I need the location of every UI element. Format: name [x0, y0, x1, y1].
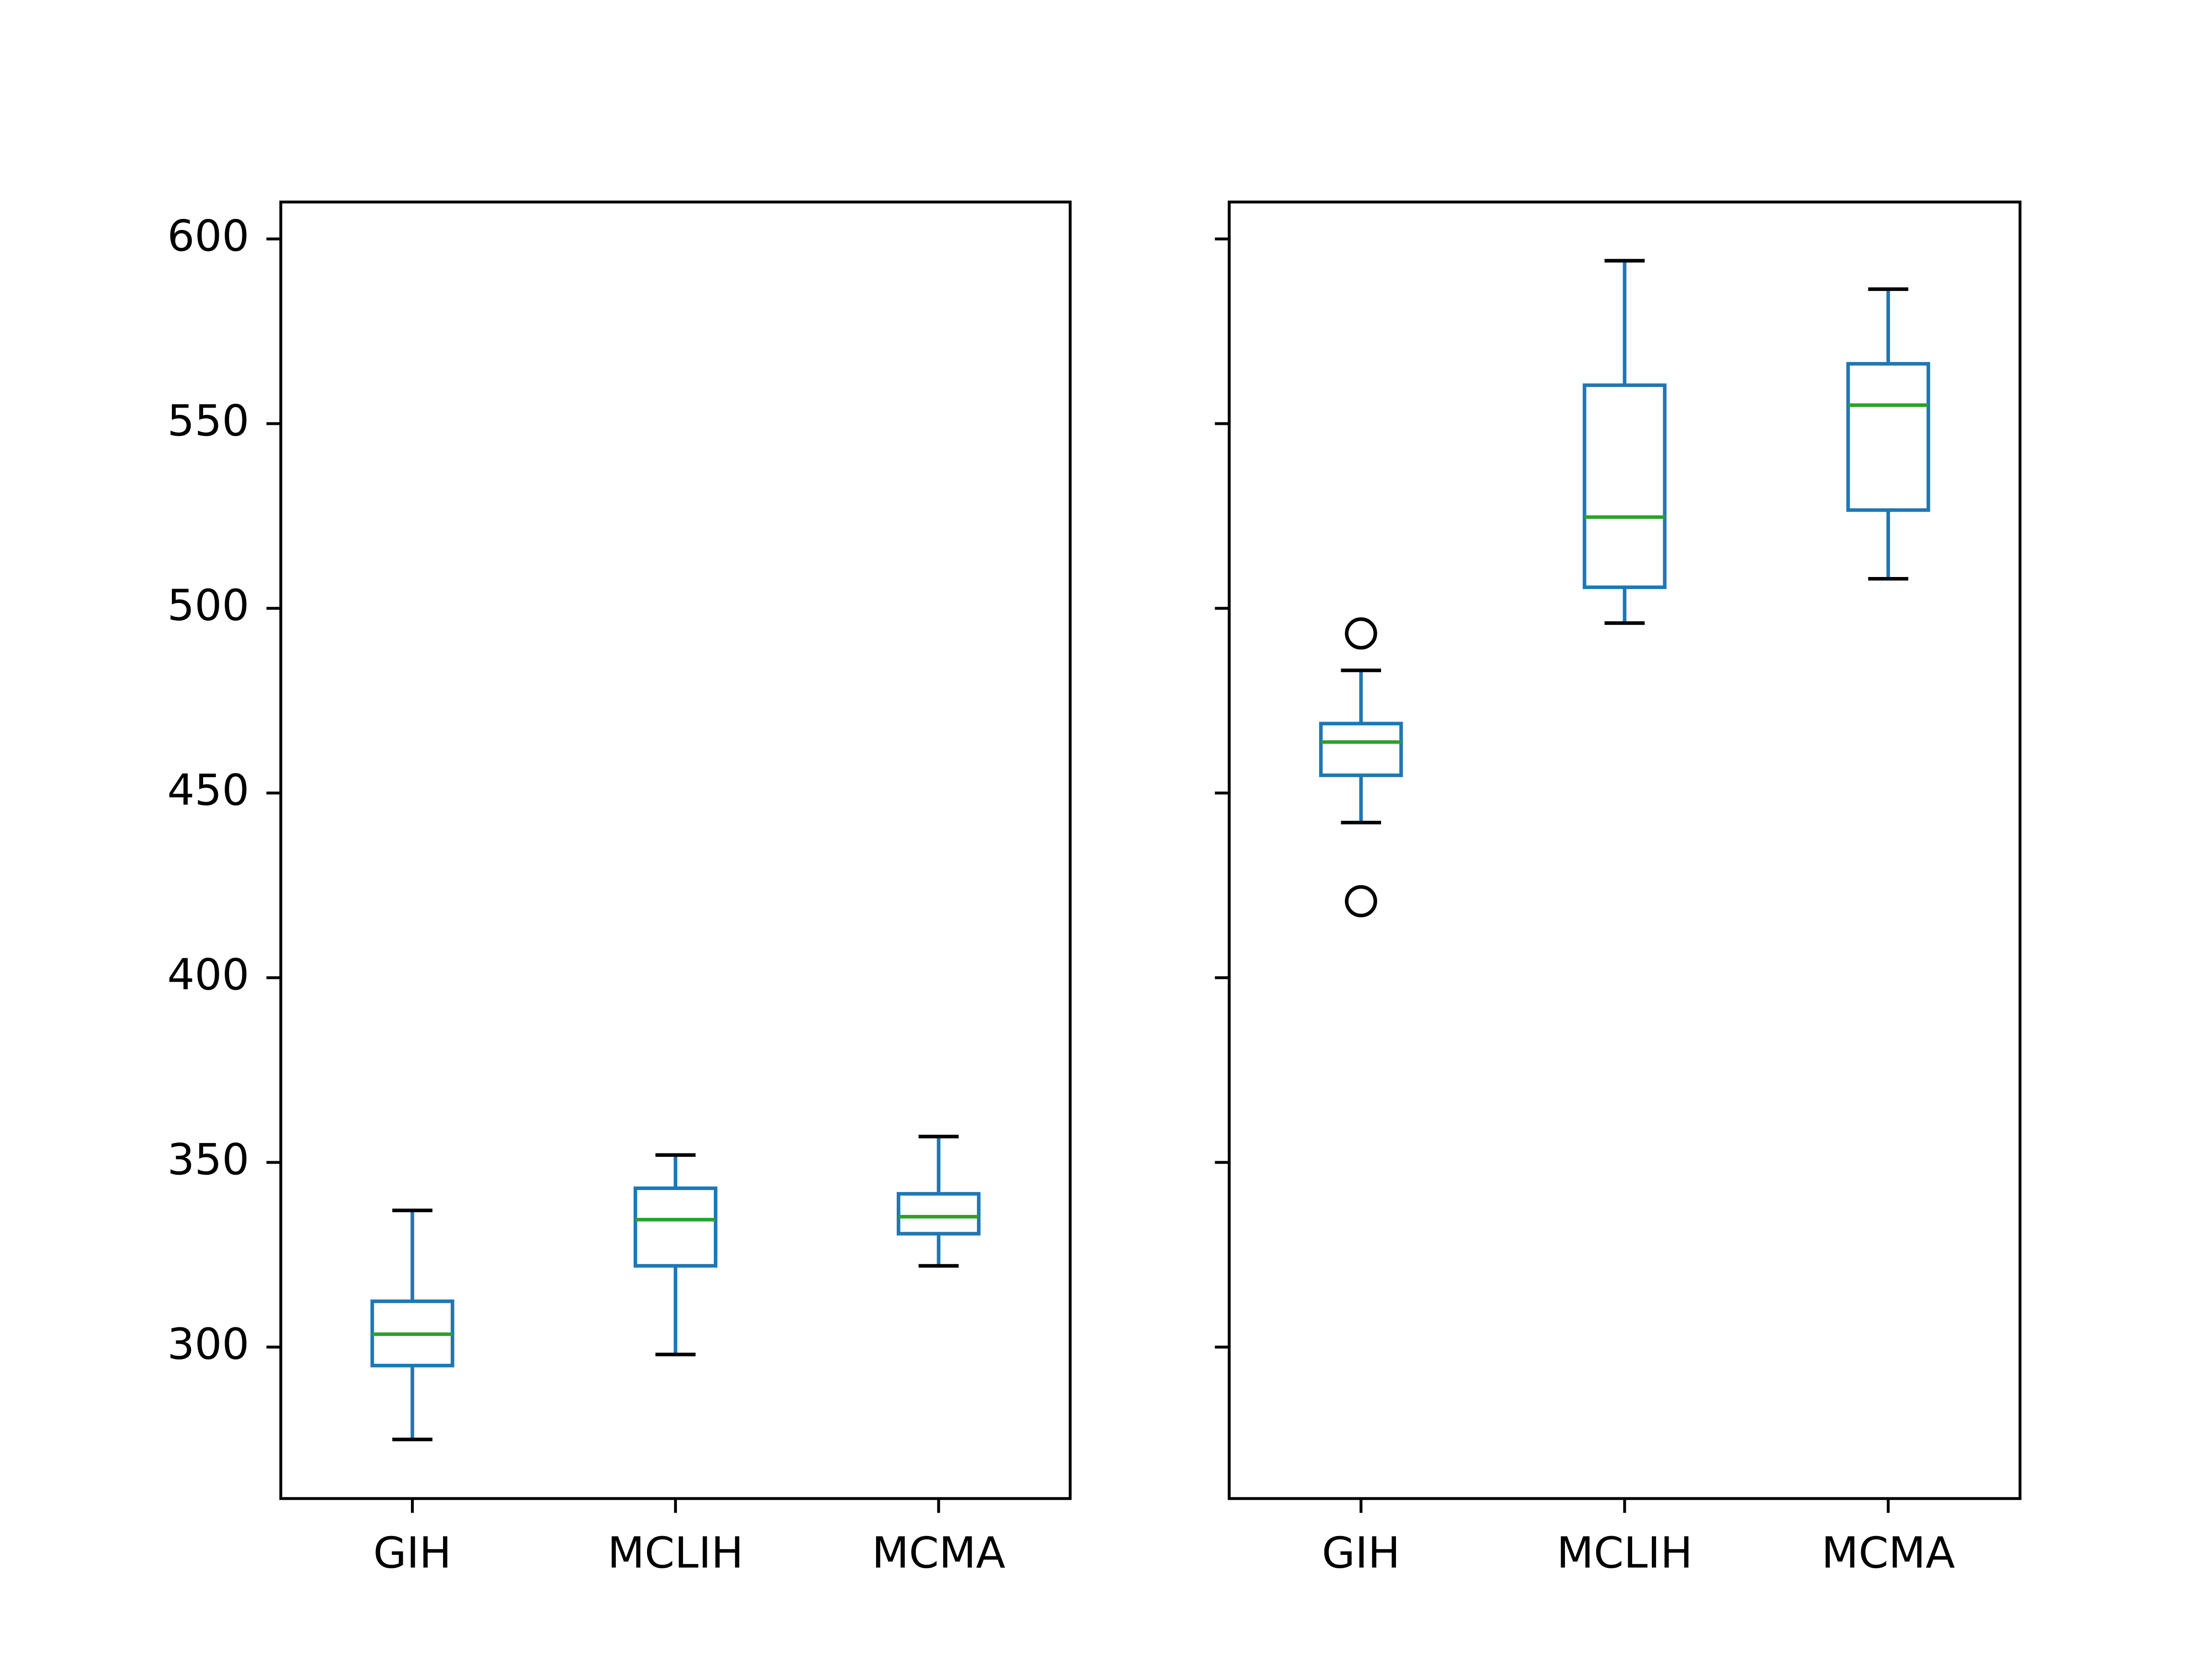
x-tick-label: MCLIH — [608, 1528, 744, 1578]
y-tick-label: 550 — [167, 396, 249, 446]
box — [1846, 362, 1930, 512]
y-tick-label: 350 — [167, 1135, 249, 1185]
box — [633, 1186, 718, 1268]
box — [1319, 721, 1403, 777]
y-tick-label: 500 — [167, 581, 249, 631]
box — [1583, 383, 1667, 589]
axes-frame — [279, 200, 1072, 1500]
flier — [1345, 617, 1377, 650]
y-tick-label: 400 — [167, 950, 249, 1000]
x-tick-label: GIH — [1322, 1528, 1400, 1578]
x-tick-label: MCMA — [872, 1528, 1005, 1578]
y-tick-label: 450 — [167, 765, 249, 815]
x-tick-label: MCLIH — [1557, 1528, 1693, 1578]
x-tick-label: MCMA — [1821, 1528, 1955, 1578]
flier — [1345, 885, 1377, 918]
box — [897, 1192, 981, 1236]
x-tick-label: GIH — [373, 1528, 451, 1578]
y-tick-label: 600 — [167, 211, 249, 261]
axes-frame — [1227, 200, 2022, 1500]
y-tick-label: 300 — [167, 1320, 249, 1370]
